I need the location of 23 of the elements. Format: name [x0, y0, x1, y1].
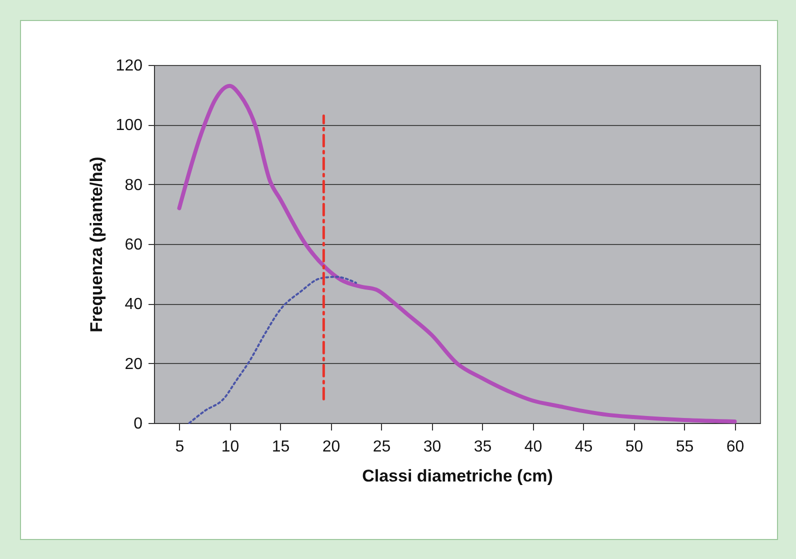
- line-series: [188, 276, 357, 424]
- y-tick-label: 120: [116, 58, 143, 74]
- line-series: [177, 84, 737, 424]
- y-axis-title: Frequenza (piante/ha): [86, 156, 106, 332]
- y-tick-label: 20: [124, 356, 143, 373]
- x-tick-label: 20: [322, 438, 340, 456]
- x-axis-title: Classi diametriche (cm): [362, 466, 553, 486]
- x-tick-label: 25: [372, 438, 391, 456]
- y-tick-label: 60: [124, 236, 143, 254]
- x-tick-label: 55: [676, 438, 694, 456]
- y-tick-label: 40: [124, 296, 143, 314]
- x-tick-label: 5: [175, 438, 184, 456]
- y-tick-label: 100: [116, 117, 143, 134]
- x-tick-label: 30: [423, 438, 442, 456]
- x-tick-label: 45: [574, 438, 593, 456]
- x-tick-label: 15: [272, 438, 290, 456]
- x-tick-label: 40: [524, 438, 542, 456]
- x-tick-label: 60: [726, 438, 744, 456]
- x-tick-label: 50: [625, 438, 644, 456]
- x-tick-label: 10: [221, 438, 240, 456]
- y-tick-label: 80: [124, 176, 143, 194]
- x-tick-label: 35: [474, 438, 492, 456]
- y-tick-label: 0: [134, 416, 143, 432]
